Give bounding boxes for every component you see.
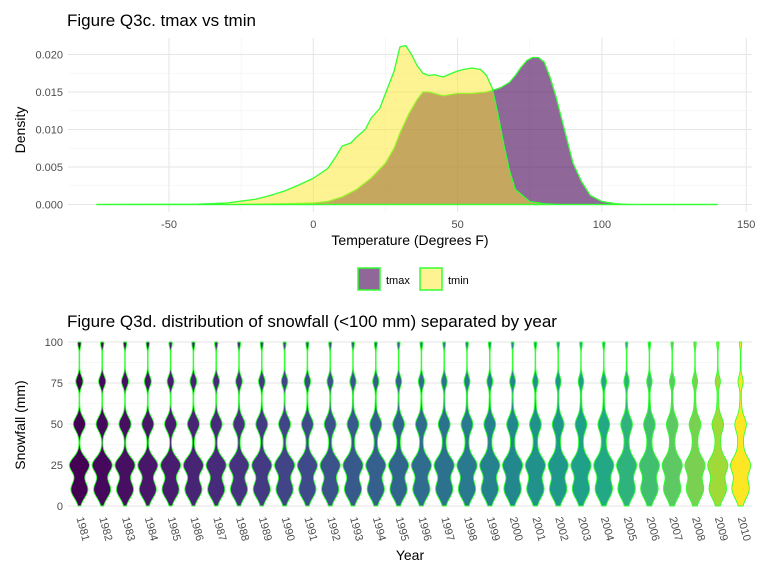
- density-x-tick-label: 100: [593, 219, 611, 231]
- violin-1998: [456, 341, 478, 507]
- density-chart-title: Figure Q3c. tmax vs tmin: [67, 11, 256, 30]
- violin-1987: [205, 341, 227, 507]
- violin-2008: [684, 341, 706, 507]
- density-y-tick-label: 0.015: [35, 87, 63, 99]
- violin-x-axis-label: Year: [396, 547, 425, 563]
- violin-y-tick-label: 0: [57, 501, 63, 513]
- violin-1992: [319, 341, 341, 507]
- violin-1996: [410, 341, 432, 507]
- density-y-tick-label: 0.005: [35, 162, 63, 174]
- violin-1983: [114, 341, 136, 507]
- violin-x-tick-label: 1984: [142, 516, 160, 543]
- violin-2003: [570, 341, 592, 507]
- density-x-tick-label: 50: [451, 219, 463, 231]
- violin-y-tick-label: 25: [51, 460, 63, 472]
- violin-1984: [137, 341, 159, 507]
- violin-x-tick-label: 1990: [279, 516, 297, 543]
- density-chart: Figure Q3c. tmax vs tmin 0.000 0.005 0.010…: [12, 11, 755, 291]
- violin-1989: [251, 341, 273, 507]
- violin-x-tick-label: 2004: [598, 516, 616, 543]
- violin-shapes: [68, 341, 752, 507]
- violin-1988: [228, 341, 250, 507]
- violin-2000: [502, 341, 524, 507]
- violin-x-tick-label: 1998: [461, 516, 479, 543]
- violin-1981: [68, 341, 90, 507]
- violin-1990: [274, 341, 296, 507]
- density-y-ticks: 0.000 0.005 0.010 0.015 0.020: [35, 50, 63, 212]
- violin-x-tick-label: 1999: [484, 516, 502, 543]
- violin-x-tick-label: 2005: [621, 516, 639, 543]
- violin-x-tick-label: 1994: [370, 516, 388, 543]
- violin-1995: [388, 341, 410, 507]
- violin-x-tick-label: 1988: [233, 516, 251, 543]
- density-y-tick-label: 0.010: [35, 125, 63, 137]
- violin-2005: [616, 341, 638, 507]
- density-x-ticks: -50 0 50 100 150: [161, 219, 755, 231]
- violin-x-tick-label: 1985: [165, 516, 183, 543]
- violin-chart: Figure Q3d. distribution of snowfall (<1…: [12, 312, 753, 563]
- density-x-axis-label: Temperature (Degrees F): [331, 232, 488, 248]
- violin-x-tick-label: 1992: [324, 516, 342, 543]
- violin-2010: [730, 341, 752, 507]
- violin-y-tick-label: 50: [51, 419, 63, 431]
- density-x-tick-label: 150: [737, 219, 755, 231]
- density-legend: tmax tmin: [357, 267, 469, 291]
- violin-1982: [91, 341, 113, 507]
- legend-label-tmin: tmin: [448, 275, 469, 287]
- legend-label-tmax: tmax: [386, 275, 410, 287]
- violin-1986: [182, 341, 204, 507]
- violin-y-tick-label: 75: [51, 378, 63, 390]
- violin-y-axis-label: Snowfall (mm): [12, 380, 28, 469]
- violin-1993: [342, 341, 364, 507]
- violin-x-tick-label: 2010: [735, 516, 753, 543]
- violin-1997: [433, 341, 455, 507]
- violin-x-tick-label: 2003: [575, 516, 593, 543]
- violin-x-tick-label: 2000: [507, 516, 525, 543]
- violin-1991: [296, 341, 318, 507]
- violin-x-tick-label: 1997: [438, 516, 456, 543]
- violin-y-ticks: 0 25 50 75 100: [45, 337, 63, 513]
- violin-x-tick-label: 1983: [119, 516, 137, 543]
- violin-x-tick-label: 1989: [256, 516, 274, 543]
- violin-1994: [365, 341, 387, 507]
- violin-x-ticks: 1981 1982 1983 1984 1985 1986 1987 1988 1989 1990…: [74, 516, 753, 543]
- violin-chart-title: Figure Q3d. distribution of snowfall (<1…: [67, 312, 557, 331]
- violin-y-tick-label: 100: [45, 337, 63, 349]
- density-y-tick-label: 0.020: [35, 50, 63, 62]
- violin-x-tick-label: 1987: [210, 516, 228, 543]
- violin-x-tick-label: 1996: [416, 516, 434, 543]
- density-y-tick-label: 0.000: [35, 200, 63, 212]
- legend-key-tmin: [419, 267, 443, 291]
- violin-x-tick-label: 1981: [74, 516, 92, 543]
- violin-2006: [638, 341, 660, 507]
- violin-x-tick-label: 2002: [552, 516, 570, 543]
- density-areas: [96, 44, 719, 206]
- density-area-tmin: [96, 44, 719, 206]
- violin-x-tick-label: 2006: [644, 516, 662, 543]
- legend-item-tmax: tmax: [357, 267, 410, 291]
- violin-x-tick-label: 1993: [347, 516, 365, 543]
- density-x-tick-label: 0: [310, 219, 316, 231]
- violin-2002: [547, 341, 569, 507]
- violin-2007: [661, 341, 683, 507]
- violin-x-tick-label: 1986: [188, 516, 206, 543]
- violin-2004: [593, 341, 615, 507]
- legend-item-tmin: tmin: [419, 267, 469, 291]
- violin-1985: [160, 341, 182, 507]
- violin-2009: [707, 341, 729, 507]
- violin-2001: [524, 341, 546, 507]
- violin-x-tick-label: 2001: [530, 516, 548, 543]
- violin-x-tick-label: 1982: [96, 516, 114, 543]
- density-y-axis-label: Density: [12, 107, 28, 154]
- violin-1999: [479, 341, 501, 507]
- violin-x-tick-label: 2009: [712, 516, 730, 543]
- violin-x-tick-label: 1995: [393, 516, 411, 543]
- legend-key-tmax: [357, 267, 381, 291]
- density-x-tick-label: -50: [161, 219, 177, 231]
- violin-x-tick-label: 2007: [666, 516, 684, 543]
- violin-x-tick-label: 2008: [689, 516, 707, 543]
- violin-x-tick-label: 1991: [302, 516, 320, 543]
